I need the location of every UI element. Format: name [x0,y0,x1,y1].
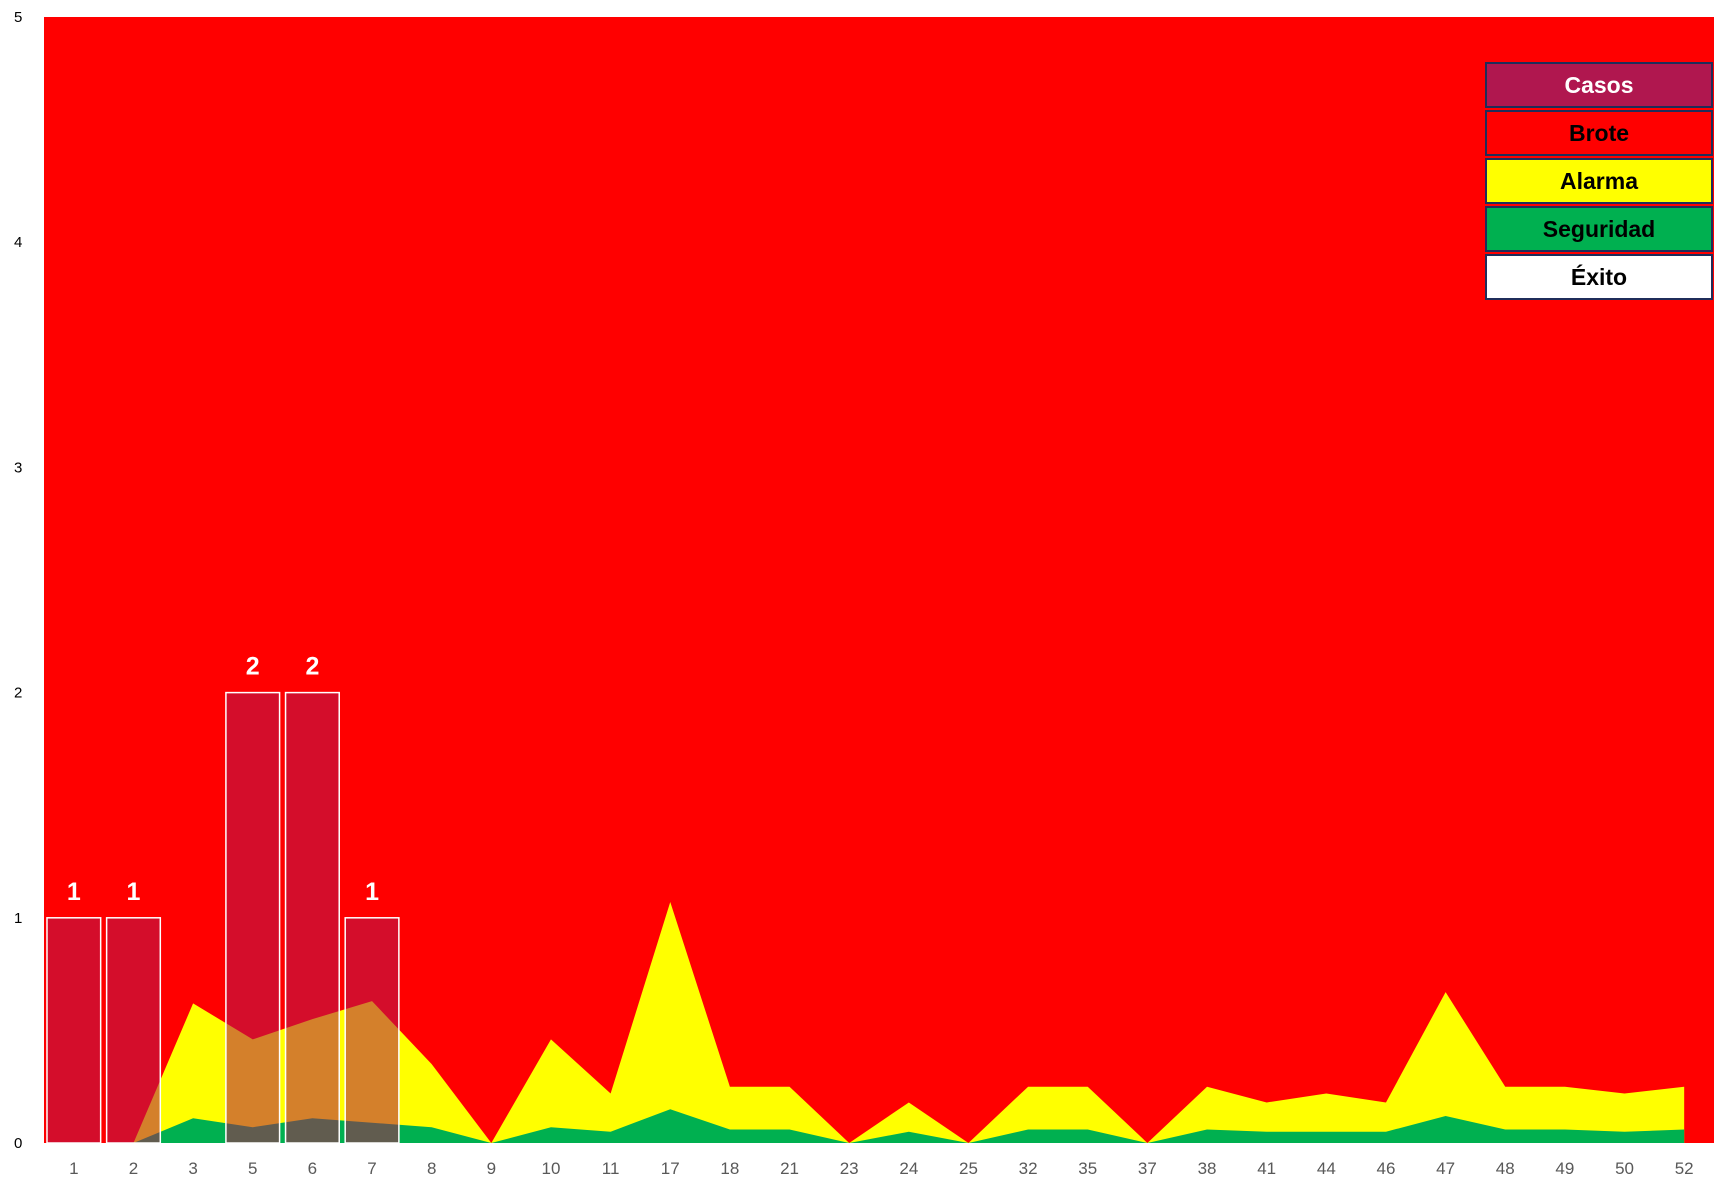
x-tick-37: 37 [1138,1159,1157,1178]
legend-item-seguridad: Seguridad [1485,206,1713,252]
x-tick-32: 32 [1019,1159,1038,1178]
legend-item-exito: Éxito [1485,254,1713,300]
y-tick-1: 1 [14,910,22,927]
bar-2 [105,917,162,1144]
x-tick-52: 52 [1675,1159,1694,1178]
bar-7 [344,917,400,1144]
x-tick-8: 8 [427,1159,436,1178]
x-tick-24: 24 [899,1159,918,1178]
x-tick-49: 49 [1555,1159,1574,1178]
legend-label-alarma: Alarma [1560,167,1638,194]
bar-6 [284,691,340,1144]
legend: Casos Brote Alarma Seguridad Éxito [1485,62,1713,302]
x-tick-25: 25 [959,1159,978,1178]
bar-5 [225,691,281,1144]
data-label-7: 1 [365,878,379,906]
x-tick-21: 21 [780,1159,799,1178]
data-label-1: 1 [67,878,81,906]
x-tick-7: 7 [367,1159,376,1178]
bar-1 [46,917,102,1144]
x-tick-35: 35 [1078,1159,1097,1178]
x-tick-50: 50 [1615,1159,1634,1178]
data-label-6: 2 [305,653,319,681]
x-tick-2: 2 [129,1159,138,1178]
x-tick-41: 41 [1257,1159,1276,1178]
x-tick-23: 23 [840,1159,859,1178]
x-tick-10: 10 [542,1159,561,1178]
y-tick-3: 3 [14,459,22,476]
legend-label-seguridad: Seguridad [1542,215,1656,242]
x-tick-44: 44 [1317,1159,1336,1178]
area-brote [44,17,1714,1143]
legend-label-casos: Casos [1564,71,1634,98]
x-tick-5: 5 [248,1159,257,1178]
x-tick-47: 47 [1436,1159,1455,1178]
x-tick-48: 48 [1496,1159,1515,1178]
y-tick-4: 4 [14,234,22,251]
x-tick-3: 3 [188,1159,197,1178]
x-tick-6: 6 [308,1159,317,1178]
legend-item-brote: Brote [1485,110,1713,156]
x-tick-17: 17 [661,1159,680,1178]
legend-label-exito: Éxito [1570,263,1628,290]
y-tick-5: 5 [14,9,22,26]
legend-label-brote: Brote [1568,119,1630,146]
legend-item-alarma: Alarma [1485,158,1713,204]
data-label-2: 1 [127,878,141,906]
legend-item-casos: Casos [1485,62,1713,108]
x-tick-38: 38 [1198,1159,1217,1178]
x-tick-11: 11 [602,1159,620,1178]
area-seguridad [73,1109,1685,1143]
x-tick-1: 1 [69,1159,78,1178]
x-tick-9: 9 [487,1159,496,1178]
y-tick-2: 2 [14,685,22,702]
data-label-5: 2 [246,653,260,681]
x-tick-46: 46 [1377,1159,1396,1178]
y-tick-0: 0 [14,1135,22,1152]
x-tick-18: 18 [720,1159,739,1178]
